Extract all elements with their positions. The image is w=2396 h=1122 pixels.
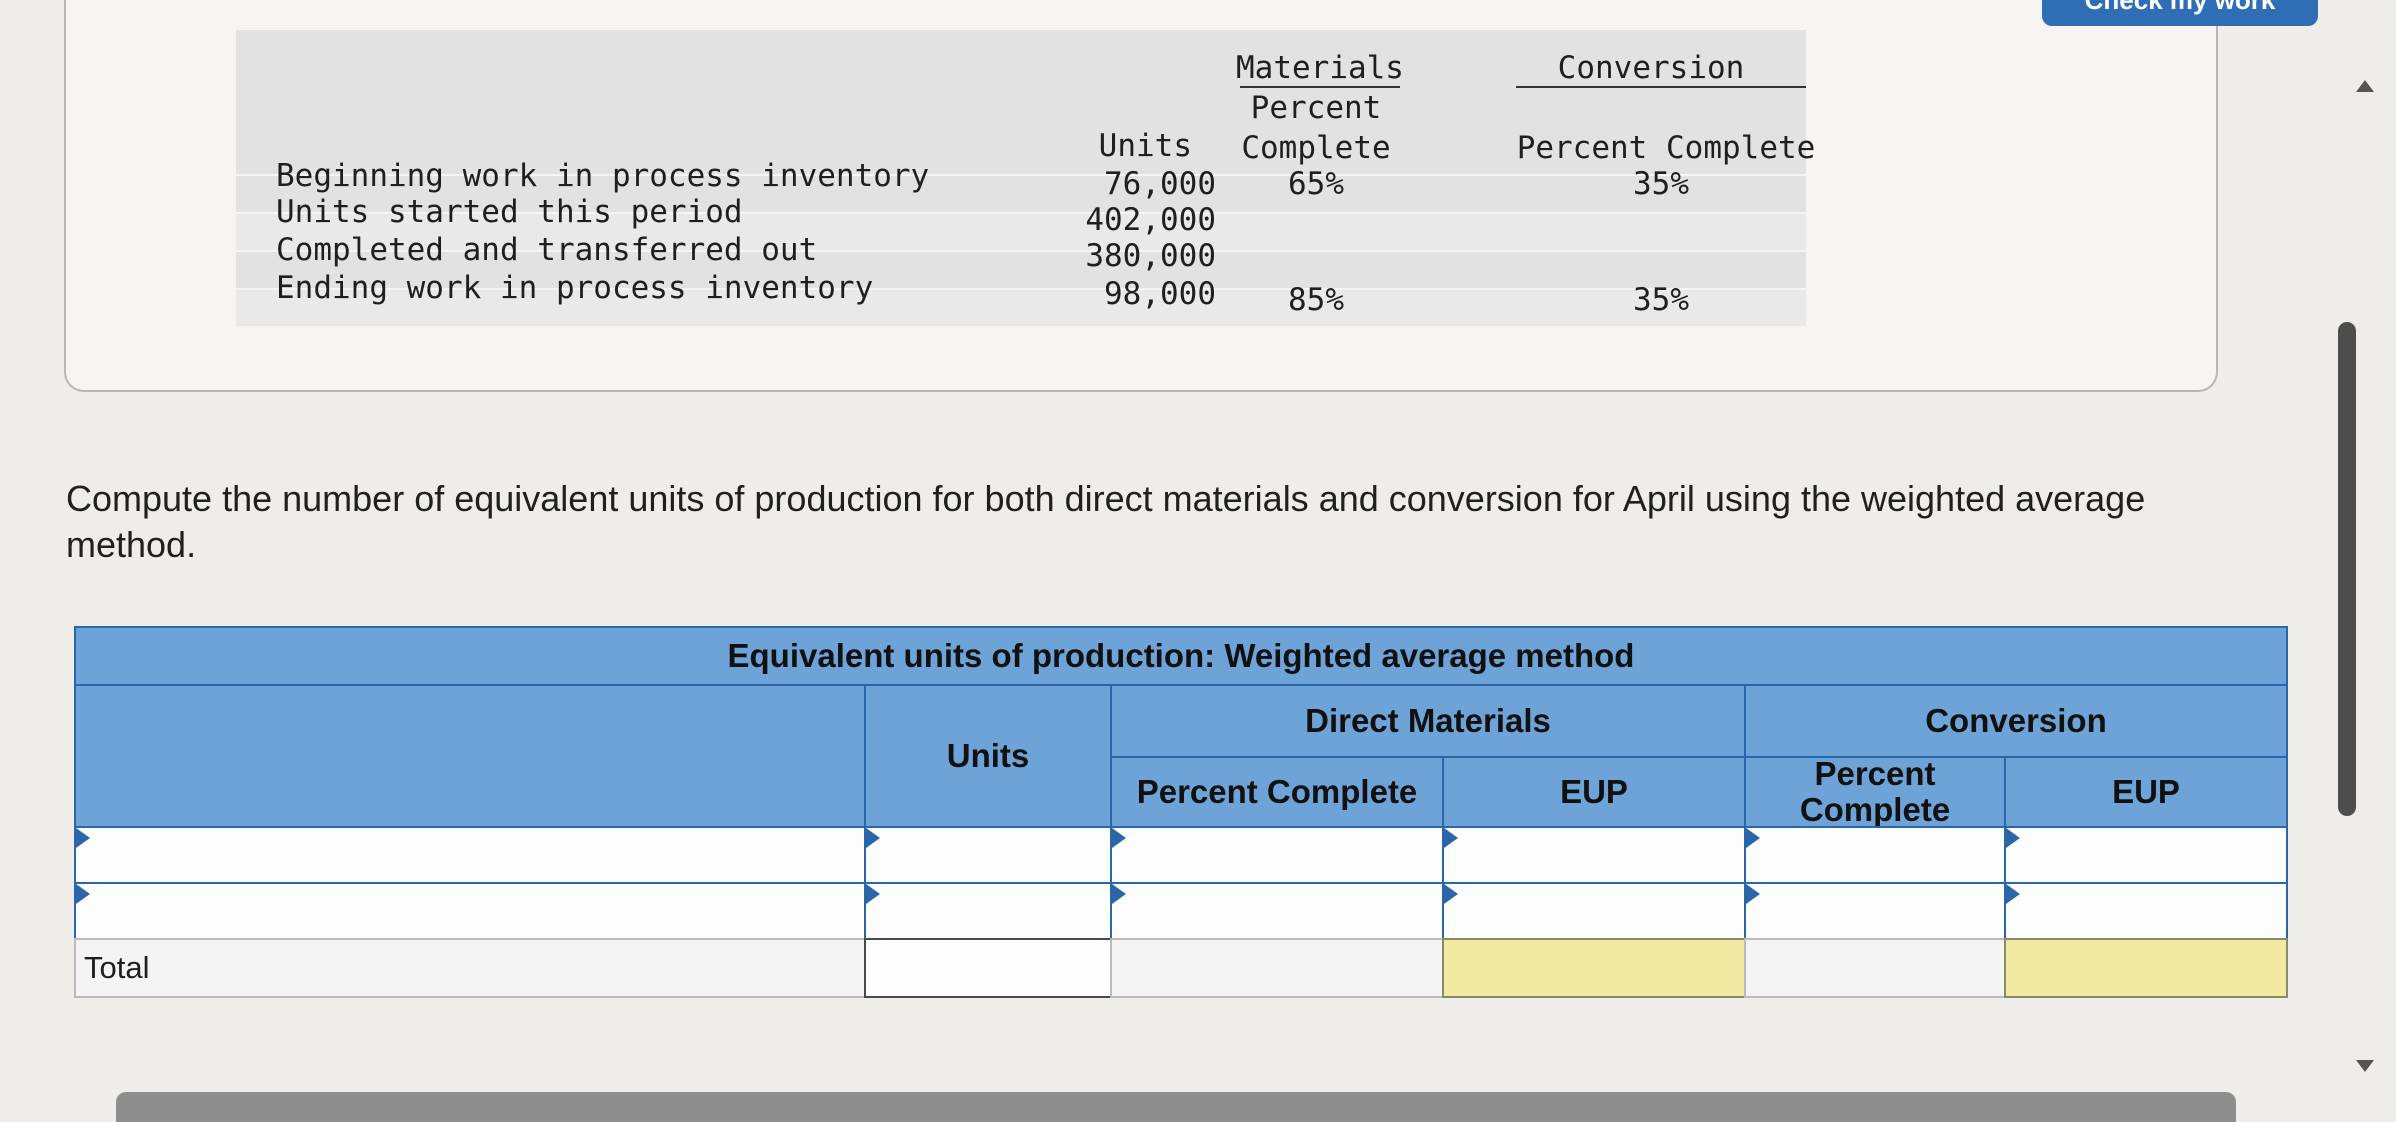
row-2-cv-eup-input[interactable]: [2004, 882, 2288, 940]
total-units-input[interactable]: [864, 938, 1112, 998]
row-1-cv-eup-input[interactable]: [2004, 826, 2288, 884]
conversion-percent-complete-label: Percent Complete: [1516, 130, 1816, 166]
dropdown-marker-icon: [2006, 828, 2020, 848]
dm-eup-header: EUP: [1442, 756, 1746, 828]
materials-header: Materials: [1236, 50, 1404, 86]
table-row-band: [236, 290, 1806, 326]
row-units: 98,000: [1104, 276, 1216, 312]
row-1-dm-eup-input[interactable]: [1442, 826, 1746, 884]
materials-complete-label: Complete: [1241, 130, 1391, 166]
scroll-up-arrow-icon[interactable]: [2356, 80, 2374, 92]
table-row-band: [236, 176, 1806, 212]
total-cv-eup-input[interactable]: [2004, 938, 2288, 998]
row-materials-pct: 85%: [1288, 282, 1344, 318]
scrollbar-thumb[interactable]: [2338, 322, 2356, 816]
row-1-cv-percent-input[interactable]: [1744, 826, 2006, 884]
row-2-cv-percent-input[interactable]: [1744, 882, 2006, 940]
production-data-table: Materials Conversion Percent Complete Un…: [236, 30, 1815, 326]
dropdown-marker-icon: [1112, 828, 1126, 848]
row-materials-pct: 65%: [1288, 166, 1344, 202]
cv-percent-complete-header: Percent Complete: [1744, 756, 2006, 828]
total-cv-percent-cell: [1744, 938, 2006, 998]
dropdown-marker-icon: [866, 828, 880, 848]
question-instruction: Compute the number of equivalent units o…: [66, 478, 2146, 565]
row-label: Completed and transferred out: [276, 232, 818, 268]
eup-answer-table: Equivalent units of production: Weighted…: [74, 626, 2288, 998]
row-units: 76,000: [1104, 166, 1216, 202]
dropdown-marker-icon: [1746, 884, 1760, 904]
total-row-label-cell: Total: [74, 938, 866, 998]
materials-rule: [1240, 86, 1400, 88]
materials-percent-label: Percent: [1250, 90, 1382, 126]
dropdown-marker-icon: [1444, 884, 1458, 904]
row-1-units-input[interactable]: [864, 826, 1112, 884]
direct-materials-header: Direct Materials: [1110, 684, 1746, 758]
row-label: Beginning work in process inventory: [276, 158, 930, 194]
row-units: 402,000: [1085, 202, 1216, 238]
dropdown-marker-icon: [1444, 828, 1458, 848]
conversion-header: Conversion: [1744, 684, 2288, 758]
dropdown-marker-icon: [866, 884, 880, 904]
table-header-band: [236, 30, 1806, 174]
given-data-panel: Materials Conversion Percent Complete Un…: [64, 0, 2218, 392]
row-units: 380,000: [1085, 238, 1216, 274]
units-header: Units: [864, 684, 1112, 828]
check-my-work-button[interactable]: Check my work: [2042, 0, 2318, 26]
scroll-down-arrow-icon[interactable]: [2356, 1060, 2374, 1072]
row-2-units-input[interactable]: [864, 882, 1112, 940]
cv-eup-header: EUP: [2004, 756, 2288, 828]
conversion-rule: [1516, 86, 1806, 88]
row-conversion-pct: 35%: [1633, 282, 1689, 318]
dropdown-marker-icon: [1112, 884, 1126, 904]
row-1-label-input[interactable]: [74, 826, 866, 884]
total-label: Total: [84, 950, 150, 985]
dropdown-marker-icon: [76, 828, 90, 848]
table-title: Equivalent units of production: Weighted…: [74, 626, 2288, 686]
row-conversion-pct: 35%: [1633, 166, 1689, 202]
table-row-band: [236, 252, 1806, 288]
bottom-horizontal-bar: [116, 1092, 2236, 1122]
label-column-header: [74, 684, 866, 828]
total-dm-percent-cell: [1110, 938, 1444, 998]
table-row-band: [236, 214, 1806, 250]
row-label: Ending work in process inventory: [276, 270, 874, 306]
row-1-dm-percent-input[interactable]: [1110, 826, 1444, 884]
row-2-label-input[interactable]: [74, 882, 866, 940]
row-2-dm-eup-input[interactable]: [1442, 882, 1746, 940]
row-label: Units started this period: [276, 194, 743, 230]
conversion-header: Conversion: [1557, 50, 1745, 86]
row-2-dm-percent-input[interactable]: [1110, 882, 1444, 940]
dm-percent-complete-header: Percent Complete: [1110, 756, 1444, 828]
dropdown-marker-icon: [2006, 884, 2020, 904]
dropdown-marker-icon: [76, 884, 90, 904]
units-header: Units: [1098, 128, 1192, 164]
dropdown-marker-icon: [1746, 828, 1760, 848]
total-dm-eup-input[interactable]: [1442, 938, 1746, 998]
